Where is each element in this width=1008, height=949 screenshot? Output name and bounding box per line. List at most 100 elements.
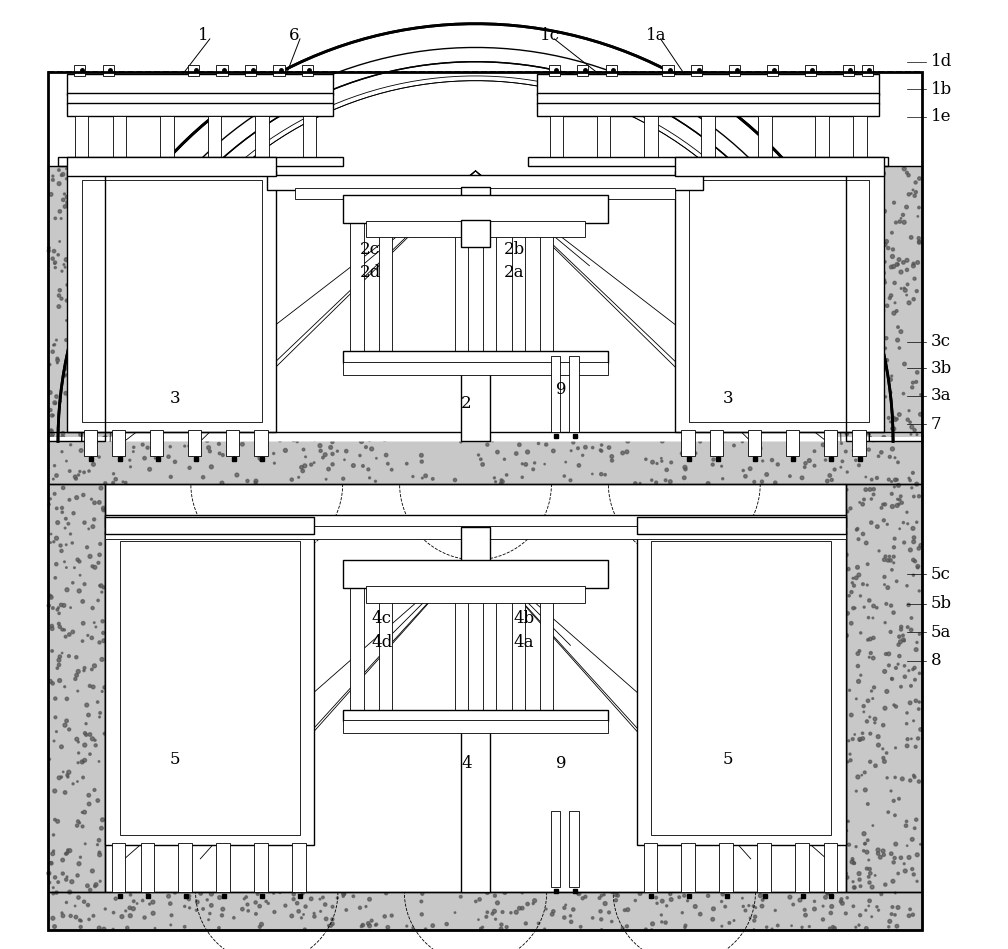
Bar xyxy=(82,180,262,422)
Point xyxy=(570,885,586,901)
Point xyxy=(325,330,341,345)
Point xyxy=(742,461,758,476)
Point xyxy=(514,470,530,485)
Point xyxy=(717,198,733,214)
Point xyxy=(62,219,79,234)
Point xyxy=(752,440,768,456)
Point xyxy=(847,366,863,381)
Point xyxy=(852,252,868,268)
Point xyxy=(883,847,899,862)
Point xyxy=(80,327,96,343)
Point xyxy=(70,182,86,197)
Point xyxy=(908,284,924,299)
Point xyxy=(336,888,352,903)
Bar xyxy=(187,430,202,456)
Point xyxy=(122,908,138,923)
Point xyxy=(855,496,871,512)
Point xyxy=(75,297,91,312)
Point xyxy=(277,443,293,458)
Point xyxy=(855,577,871,592)
Point xyxy=(475,330,491,345)
Point xyxy=(847,880,863,895)
Point xyxy=(214,475,230,491)
Point xyxy=(272,885,288,901)
Point xyxy=(497,197,513,213)
Point xyxy=(215,448,231,463)
Point xyxy=(151,187,167,202)
Point xyxy=(903,230,919,245)
Point xyxy=(571,886,587,902)
Point xyxy=(851,326,867,342)
Point xyxy=(861,277,877,292)
Point xyxy=(190,225,206,240)
Point xyxy=(870,313,886,328)
Bar xyxy=(160,116,173,161)
Point xyxy=(881,646,897,661)
Point xyxy=(211,921,227,936)
Point xyxy=(86,512,102,527)
Bar xyxy=(455,223,468,361)
Point xyxy=(820,441,836,456)
Point xyxy=(877,877,893,892)
Point xyxy=(883,783,899,798)
Point xyxy=(62,527,79,542)
Point xyxy=(86,615,102,630)
Point xyxy=(46,337,62,352)
Point xyxy=(899,165,915,180)
Point xyxy=(48,557,65,572)
Point xyxy=(705,331,721,346)
Point xyxy=(135,437,151,453)
Point xyxy=(841,562,857,577)
Point xyxy=(71,735,87,750)
Point xyxy=(248,906,264,921)
Point xyxy=(514,456,530,472)
Point xyxy=(891,407,907,422)
Point xyxy=(57,260,74,275)
Bar xyxy=(853,116,867,161)
Point xyxy=(862,211,878,226)
Point xyxy=(314,294,331,309)
Point xyxy=(325,912,341,927)
Point xyxy=(873,500,889,515)
Point xyxy=(883,421,899,437)
Point xyxy=(887,885,903,901)
Point xyxy=(139,440,155,456)
Point xyxy=(764,453,780,468)
Point xyxy=(214,429,230,444)
Point xyxy=(514,885,530,901)
Point xyxy=(352,448,368,463)
Point xyxy=(424,472,440,487)
Point xyxy=(900,168,916,183)
Point xyxy=(362,919,378,934)
Point xyxy=(827,921,843,936)
Point xyxy=(45,844,61,859)
Point xyxy=(899,578,915,593)
Point xyxy=(908,184,924,199)
Point xyxy=(687,446,704,461)
Text: 2d: 2d xyxy=(360,264,381,281)
Point xyxy=(69,490,85,505)
Point xyxy=(503,172,519,187)
Point xyxy=(125,263,141,278)
Point xyxy=(887,295,903,310)
Point xyxy=(296,338,312,353)
Point xyxy=(873,267,889,282)
Point xyxy=(853,625,869,641)
Text: 9: 9 xyxy=(556,755,566,772)
Bar xyxy=(483,588,496,721)
Point xyxy=(851,335,867,350)
Point xyxy=(884,499,900,514)
Point xyxy=(87,230,103,245)
Point xyxy=(687,899,704,914)
Point xyxy=(792,430,808,445)
Bar xyxy=(483,223,496,361)
Point xyxy=(908,642,924,658)
Bar xyxy=(75,116,89,161)
Point xyxy=(318,279,334,294)
Point xyxy=(593,442,609,457)
Bar xyxy=(68,93,334,104)
Point xyxy=(806,443,823,458)
Point xyxy=(61,843,78,858)
Point xyxy=(573,162,589,177)
Point xyxy=(311,232,328,247)
